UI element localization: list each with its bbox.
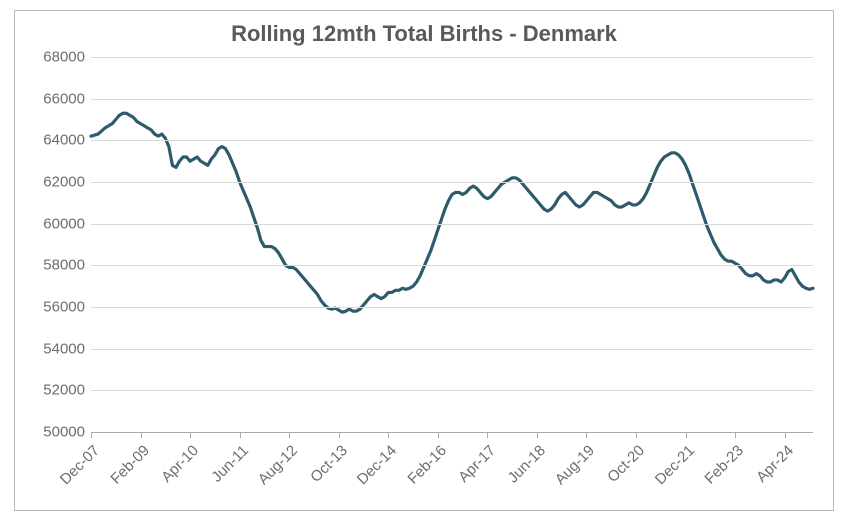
x-tick-label: Apr-10 [158,442,202,486]
x-tick-label: Jun-11 [208,442,252,486]
x-tick-label: Feb-23 [702,442,748,488]
x-tick-label: Dec-21 [651,442,697,488]
y-tick-label: 60000 [43,215,91,232]
x-tick [487,432,488,438]
x-tick [438,432,439,438]
y-tick-label: 66000 [43,90,91,107]
gridline [91,57,813,58]
line-series-denmark [91,113,813,312]
x-tick [190,432,191,438]
x-tick-label: Dec-07 [57,442,103,488]
x-tick [339,432,340,438]
y-tick-label: 58000 [43,257,91,274]
x-tick-label: Aug-12 [255,442,301,488]
x-tick-label: Apr-24 [753,442,797,486]
x-tick [636,432,637,438]
y-tick-label: 56000 [43,299,91,316]
x-tick [686,432,687,438]
gridline [91,99,813,100]
chart-title: Rolling 12mth Total Births - Denmark [15,21,833,47]
line-series-svg [91,57,813,432]
gridline [91,432,813,433]
y-tick-label: 64000 [43,132,91,149]
x-tick-label: Aug-19 [552,442,598,488]
x-tick [785,432,786,438]
y-tick-label: 68000 [43,49,91,66]
x-tick-label: Oct-13 [307,442,351,486]
plot-area: 5000052000540005600058000600006200064000… [91,57,813,432]
x-tick [240,432,241,438]
y-tick-label: 52000 [43,382,91,399]
x-tick-label: Oct-20 [604,442,648,486]
x-tick-label: Dec-14 [354,442,400,488]
gridline [91,182,813,183]
x-tick [537,432,538,438]
x-tick [141,432,142,438]
y-tick-label: 50000 [43,424,91,441]
x-tick [735,432,736,438]
y-tick-label: 54000 [43,340,91,357]
gridline [91,140,813,141]
x-tick [388,432,389,438]
x-tick-label: Feb-16 [404,442,450,488]
gridline [91,349,813,350]
x-tick-label: Feb-09 [107,442,153,488]
x-tick [586,432,587,438]
gridline [91,265,813,266]
y-tick-label: 62000 [43,174,91,191]
x-tick-label: Jun-18 [504,442,548,486]
chart-frame: Rolling 12mth Total Births - Denmark 500… [14,10,834,511]
x-tick [289,432,290,438]
gridline [91,224,813,225]
gridline [91,307,813,308]
gridline [91,390,813,391]
x-tick [91,432,92,438]
x-tick-label: Apr-17 [456,442,500,486]
